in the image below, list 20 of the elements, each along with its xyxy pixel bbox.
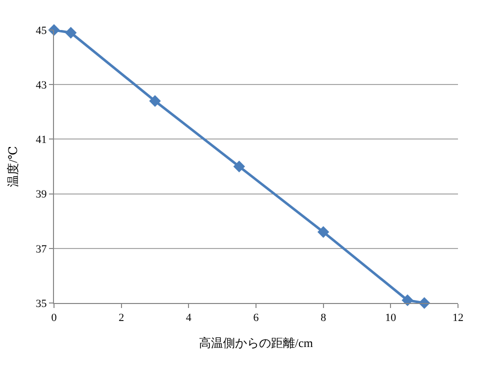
point <box>149 95 161 107</box>
x-tick-label: 4 <box>186 312 192 324</box>
x-tick-label: 0 <box>51 312 58 324</box>
y-tick-label: 43 <box>36 79 48 92</box>
x-tick-label: 2 <box>118 312 124 324</box>
point <box>233 160 246 172</box>
x-tick-label: 12 <box>452 312 464 324</box>
y-tick-label: 45 <box>36 24 48 37</box>
x-tick-label: 6 <box>253 312 260 324</box>
y-tick-label: 37 <box>36 243 48 256</box>
point <box>64 26 77 39</box>
y-axis-title: 温度/℃ <box>6 146 20 187</box>
point <box>402 294 414 306</box>
y-tick-label: 39 <box>36 188 48 201</box>
y-tick-label: 35 <box>36 298 48 310</box>
point <box>317 226 330 238</box>
x-tick-label: 8 <box>320 312 327 324</box>
x-tick-label: 10 <box>385 312 397 324</box>
y-tick-label: 41 <box>36 134 47 146</box>
x-axis-title: 高温側からの距離/cm <box>199 336 314 350</box>
